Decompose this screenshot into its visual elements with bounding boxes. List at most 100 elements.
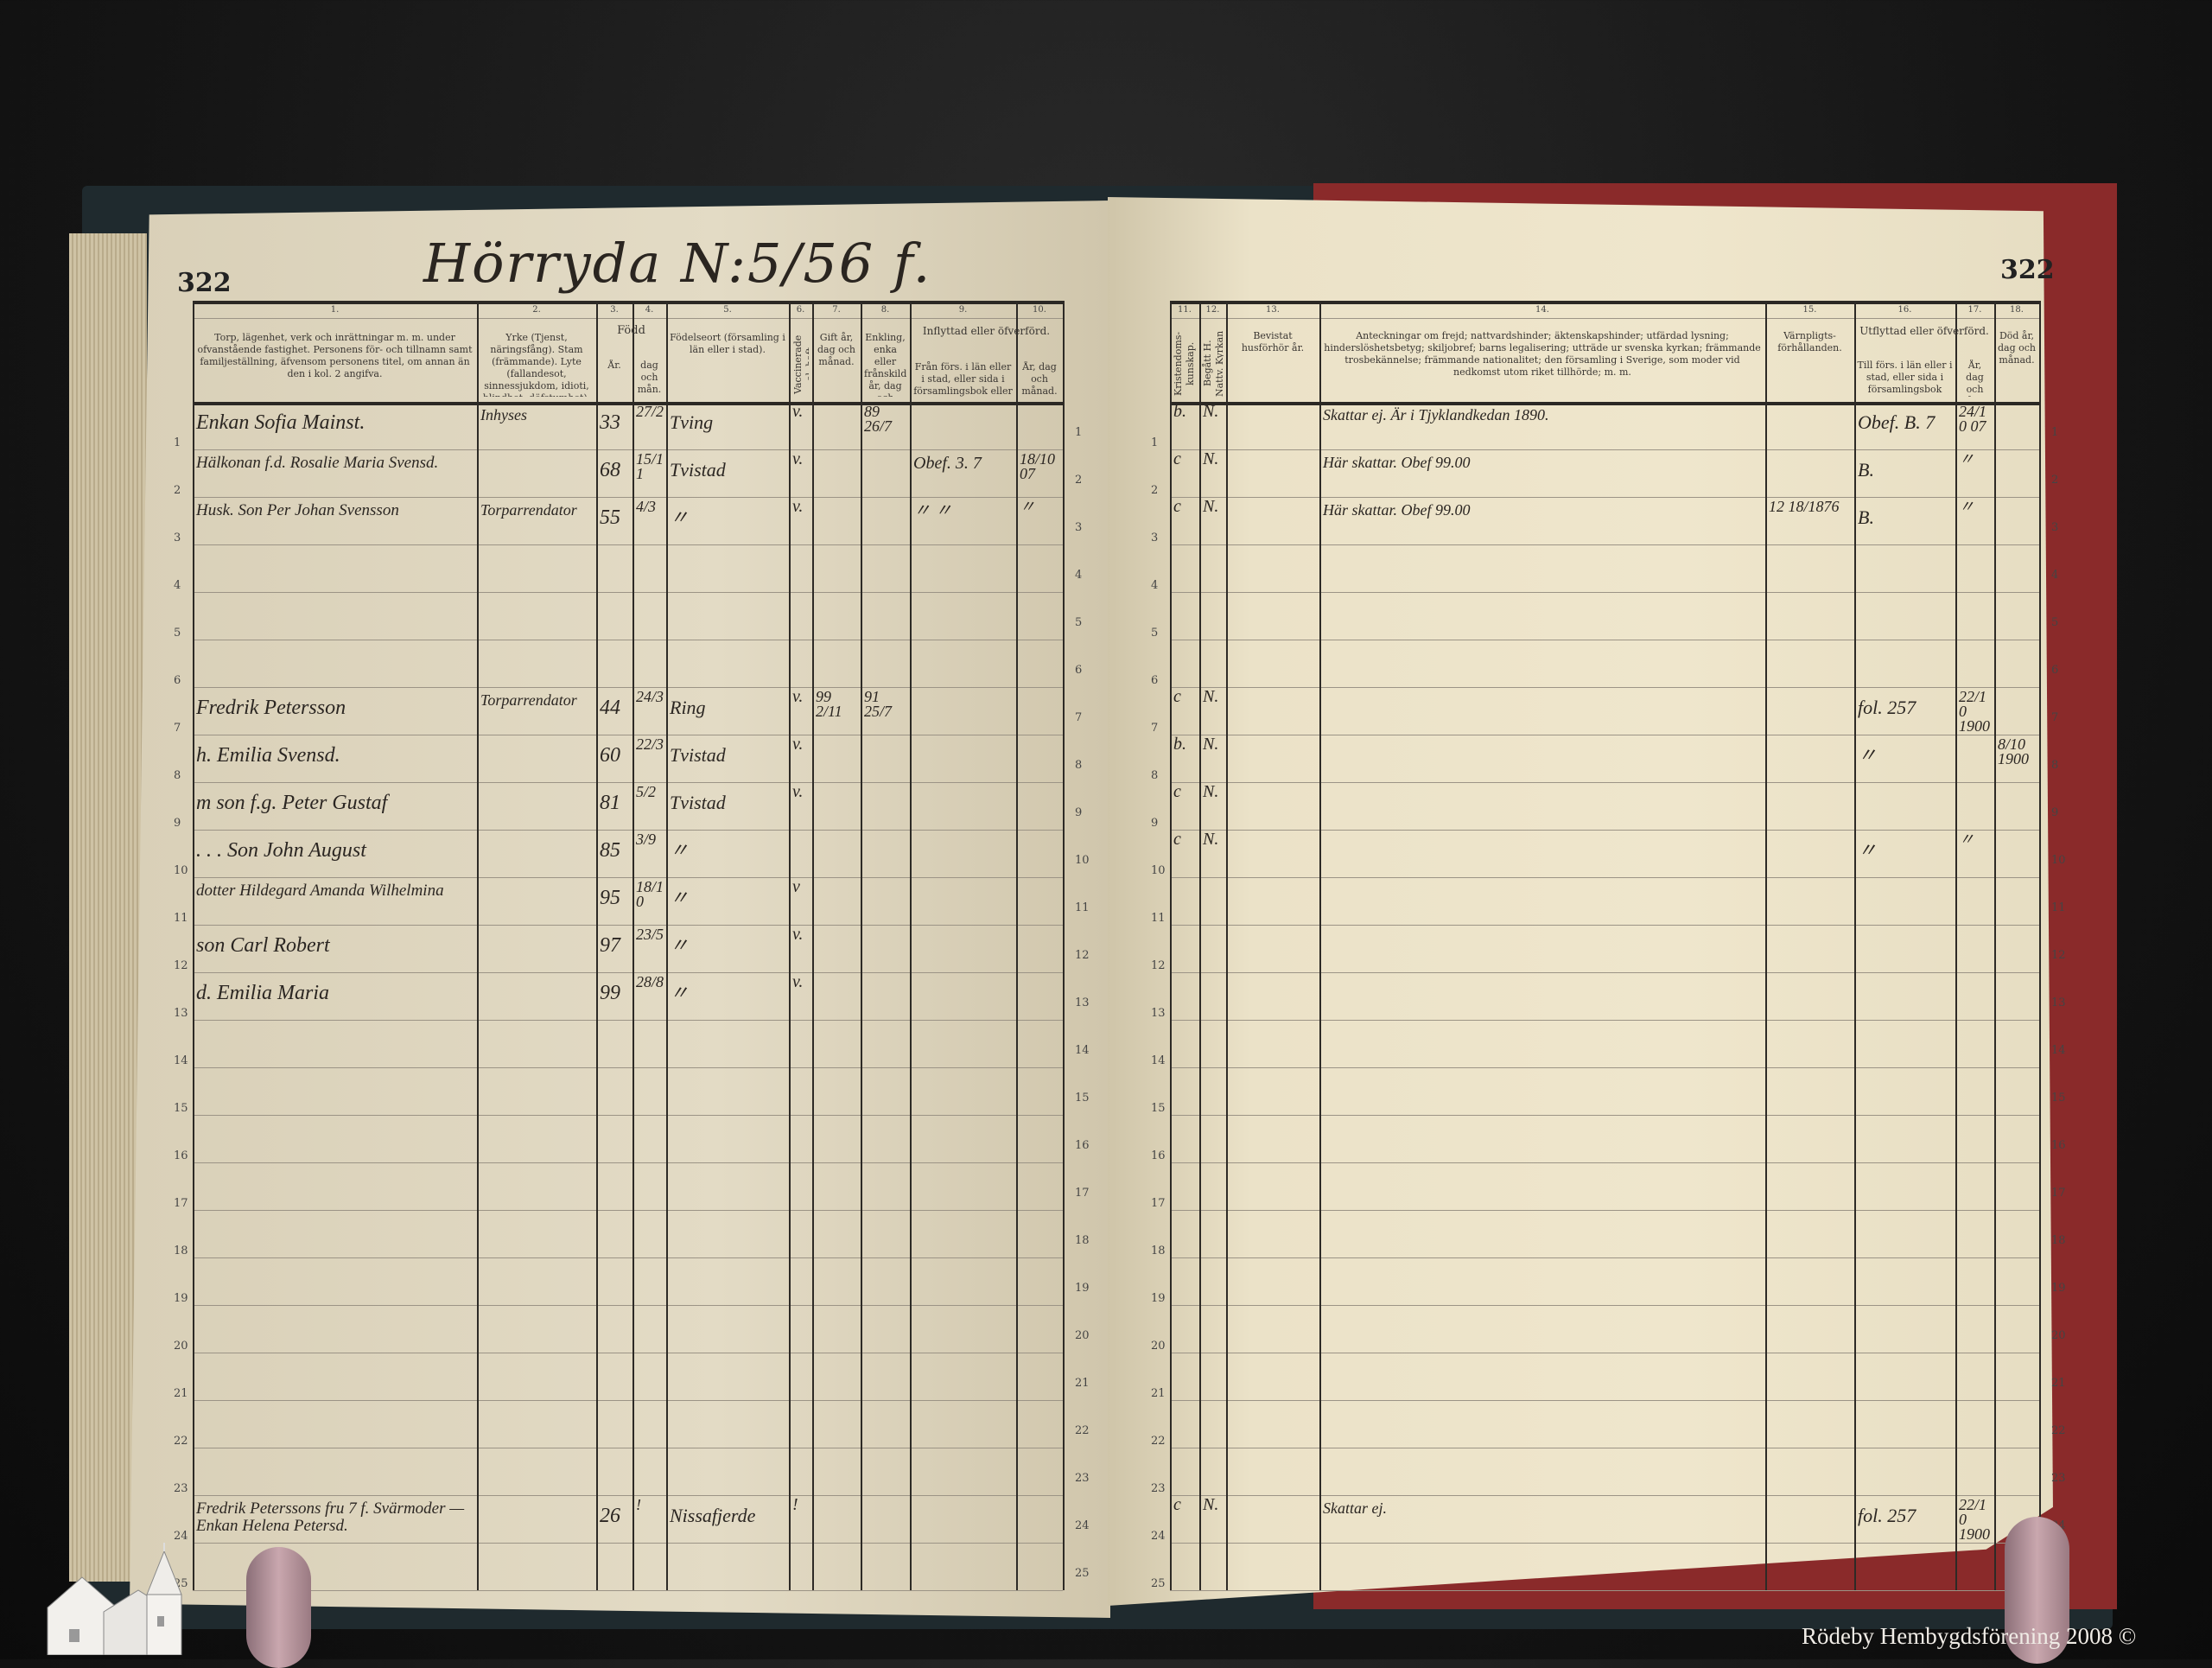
left-row-number: 24 [1075, 1519, 1090, 1532]
column-number: 6. [796, 305, 805, 315]
right-row-number: 10 [2051, 854, 2066, 867]
birth-year-cell: 97 [600, 934, 620, 957]
column-number: 15. [1802, 305, 1817, 315]
moved-to-cell: Obef. B. 7 [1858, 411, 1936, 433]
right-row-number-left: 16 [1151, 1149, 1166, 1162]
left-row-number-left: 9 [174, 817, 181, 830]
left-row-number-left: 10 [174, 864, 188, 877]
birthplace-cell: 〃 [670, 506, 690, 528]
right-row-number-left: 7 [1151, 722, 1159, 735]
left-row-rule [193, 1543, 1063, 1544]
birth-year-cell: 85 [600, 839, 620, 862]
right-row-number-left: 9 [1151, 817, 1159, 830]
name-cell: Hälkonan f.d. Rosalie Maria Svensd. [196, 454, 439, 472]
left-row-number: 5 [1075, 616, 1083, 629]
knowledge-cell: c [1173, 687, 1181, 706]
knowledge-cell: c [1173, 830, 1181, 849]
right-row-number-left: 25 [1151, 1577, 1166, 1590]
right-row-rule [1170, 1067, 2039, 1068]
header-col5: Födelseort (församling i län eller i sta… [670, 332, 785, 355]
birth-date-cell: 27/2 [636, 403, 664, 420]
communion-cell: N. [1203, 735, 1219, 754]
occupation-cell: Torparrendator [480, 501, 577, 519]
right-row-number: 8 [2051, 759, 2059, 772]
column-number: 12. [1205, 305, 1220, 315]
vaccinated-cell: v. [792, 497, 804, 516]
right-row-rule [1170, 449, 2039, 450]
header-col16: Till förs. i län eller i stad, eller sid… [1857, 360, 1953, 397]
left-row-rule [193, 830, 1063, 831]
birth-date-cell: 23/5 [636, 926, 664, 943]
left-row-number: 4 [1075, 569, 1083, 582]
knowledge-cell: c [1173, 782, 1181, 801]
right-row-number-left: 2 [1151, 484, 1159, 497]
birth-year-cell: 99 [600, 982, 620, 1004]
left-row-number: 1 [1075, 426, 1083, 439]
birth-year-cell: 68 [600, 459, 620, 481]
right-column-rule [1994, 301, 1996, 1590]
left-row-number-left: 3 [174, 532, 181, 544]
church-logo [47, 1543, 182, 1655]
right-row-number: 22 [2051, 1424, 2066, 1437]
column-number: 5. [723, 305, 732, 315]
right-row-number-left: 1 [1151, 436, 1159, 449]
birth-year-cell: 81 [600, 792, 620, 814]
left-row-rule [193, 1495, 1063, 1496]
right-row-rule [1170, 877, 2039, 878]
header-col4: dag och mån. [637, 360, 662, 395]
left-column-rule [666, 301, 668, 1590]
left-row-number-left: 15 [174, 1102, 188, 1115]
left-row-number: 18 [1075, 1234, 1090, 1247]
left-row-number-left: 20 [174, 1340, 188, 1353]
name-cell: d. Emilia Maria [196, 982, 329, 1004]
birth-year-cell: 60 [600, 744, 620, 767]
right-column-rule [1199, 301, 1201, 1590]
communion-cell: N. [1203, 402, 1219, 421]
right-page-number: 322 [2000, 255, 2055, 285]
moved-to-cell: 〃 [1858, 839, 1878, 861]
left-row-rule [193, 972, 1063, 973]
left-column-rule [477, 301, 479, 1590]
vaccinated-cell: v. [792, 735, 804, 754]
birthplace-cell: Tvistad [670, 792, 726, 813]
communion-cell: N. [1203, 1495, 1219, 1514]
right-row-number: 14 [2051, 1044, 2066, 1057]
widowed-cell: 91 25/7 [864, 688, 893, 720]
knowledge-cell: c [1173, 449, 1181, 468]
name-cell: son Carl Robert [196, 934, 330, 957]
right-row-number-left: 23 [1151, 1482, 1166, 1495]
header-col6: Vaccinerade el. haft koppor. [792, 334, 809, 394]
right-row-rule [1170, 1400, 2039, 1401]
right-column-rule [1319, 301, 1321, 1590]
name-cell: dotter Hildegard Amanda Wilhelmina [196, 882, 444, 900]
left-row-rule [193, 1590, 1063, 1591]
left-row-number-left: 5 [174, 627, 181, 640]
left-row-number: 23 [1075, 1472, 1090, 1485]
left-row-number-left: 16 [174, 1149, 188, 1162]
left-column-rule [1016, 301, 1018, 1590]
birth-year-cell: 55 [600, 506, 620, 529]
notes-cell: Skattar ej. [1323, 1499, 1387, 1517]
name-cell: Husk. Son Per Johan Svensson [196, 501, 399, 519]
left-row-rule [193, 687, 1063, 688]
right-header-top-rule [1170, 301, 2039, 304]
right-row-number: 3 [2051, 521, 2059, 534]
name-cell: h. Emilia Svensd. [196, 744, 340, 767]
left-row-rule [193, 544, 1063, 545]
name-cell: m son f.g. Peter Gustaf [196, 792, 388, 814]
birth-date-cell: 3/9 [636, 831, 657, 848]
right-row-number-left: 21 [1151, 1387, 1166, 1400]
moved-out-date-cell: 24/10 07 [1959, 403, 1987, 435]
right-row-number-left: 18 [1151, 1245, 1166, 1257]
header-inflyttad: Inflyttad eller öfverförd. [922, 325, 1051, 337]
right-row-number: 6 [2051, 664, 2059, 677]
left-row-number: 21 [1075, 1377, 1090, 1390]
military-cell: 12 18/1876 [1769, 498, 1840, 515]
right-row-number-left: 15 [1151, 1102, 1166, 1115]
left-row-rule [193, 497, 1063, 498]
left-row-number: 7 [1075, 711, 1083, 724]
vaccinated-cell: v. [792, 925, 804, 944]
column-number: 4. [645, 305, 654, 315]
married-cell: 99 2/11 [816, 688, 842, 720]
right-row-rule [1170, 1210, 2039, 1211]
